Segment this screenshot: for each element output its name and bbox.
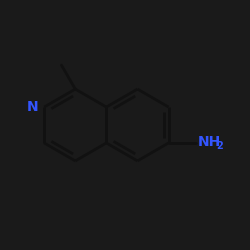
Text: NH: NH — [198, 134, 221, 148]
Text: 2: 2 — [216, 141, 223, 151]
Text: N: N — [26, 100, 38, 114]
